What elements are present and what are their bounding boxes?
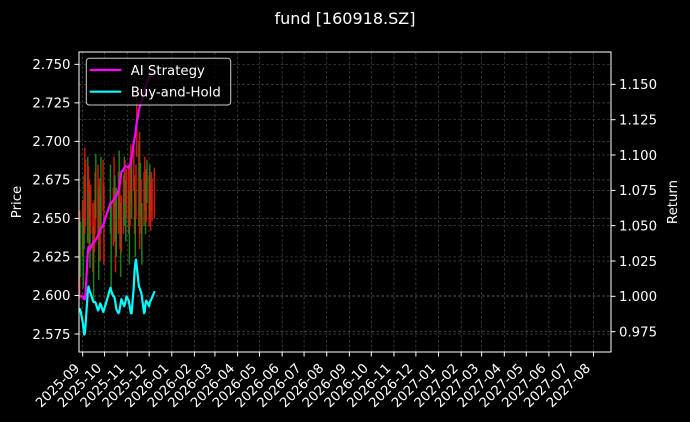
y2-tick-label: 1.050 — [619, 219, 657, 234]
y-tick-label: 2.750 — [32, 58, 70, 73]
y-tick-label: 2.675 — [32, 174, 70, 189]
left-y-axis: 2.575 2.600 2.625 2.650 2.675 2.700 2.725 2.750 — [32, 58, 79, 343]
y2-tick-label: 1.150 — [619, 78, 657, 93]
legend-box — [85, 57, 232, 106]
y2-tick-label: 1.100 — [619, 149, 657, 164]
y-tick-label: 2.700 — [32, 135, 70, 150]
y-tick-label: 2.725 — [32, 97, 70, 112]
y-tick-label: 2.600 — [32, 289, 70, 304]
y-tick-label: 2.575 — [32, 328, 70, 343]
y-axis-label-price: Price — [10, 186, 25, 218]
y2-tick-label: 1.075 — [619, 184, 657, 199]
y-tick-label: 2.625 — [32, 251, 70, 266]
axes-frame — [78, 51, 612, 353]
buy-and-hold-line — [79, 258, 156, 336]
legend-label-buy-and-hold: Buy-and-Hold — [131, 86, 221, 101]
y2-axis-label-return: Return — [666, 180, 681, 224]
price-bars — [79, 87, 156, 304]
right-y-axis: 0.975 1.000 1.025 1.050 1.075 1.100 1.125 1.150 — [611, 78, 657, 340]
y2-tick-label: 1.025 — [619, 255, 657, 270]
y-tick-label: 2.650 — [32, 212, 70, 227]
legend-label-ai-strategy: AI Strategy — [131, 64, 205, 79]
y2-tick-label: 1.125 — [619, 113, 657, 128]
y2-tick-label: 1.000 — [619, 290, 657, 305]
legend: AI Strategy Buy-and-Hold — [85, 57, 232, 106]
chart-title: fund [160918.SZ] — [275, 9, 416, 28]
y2-tick-label: 0.975 — [619, 325, 657, 340]
